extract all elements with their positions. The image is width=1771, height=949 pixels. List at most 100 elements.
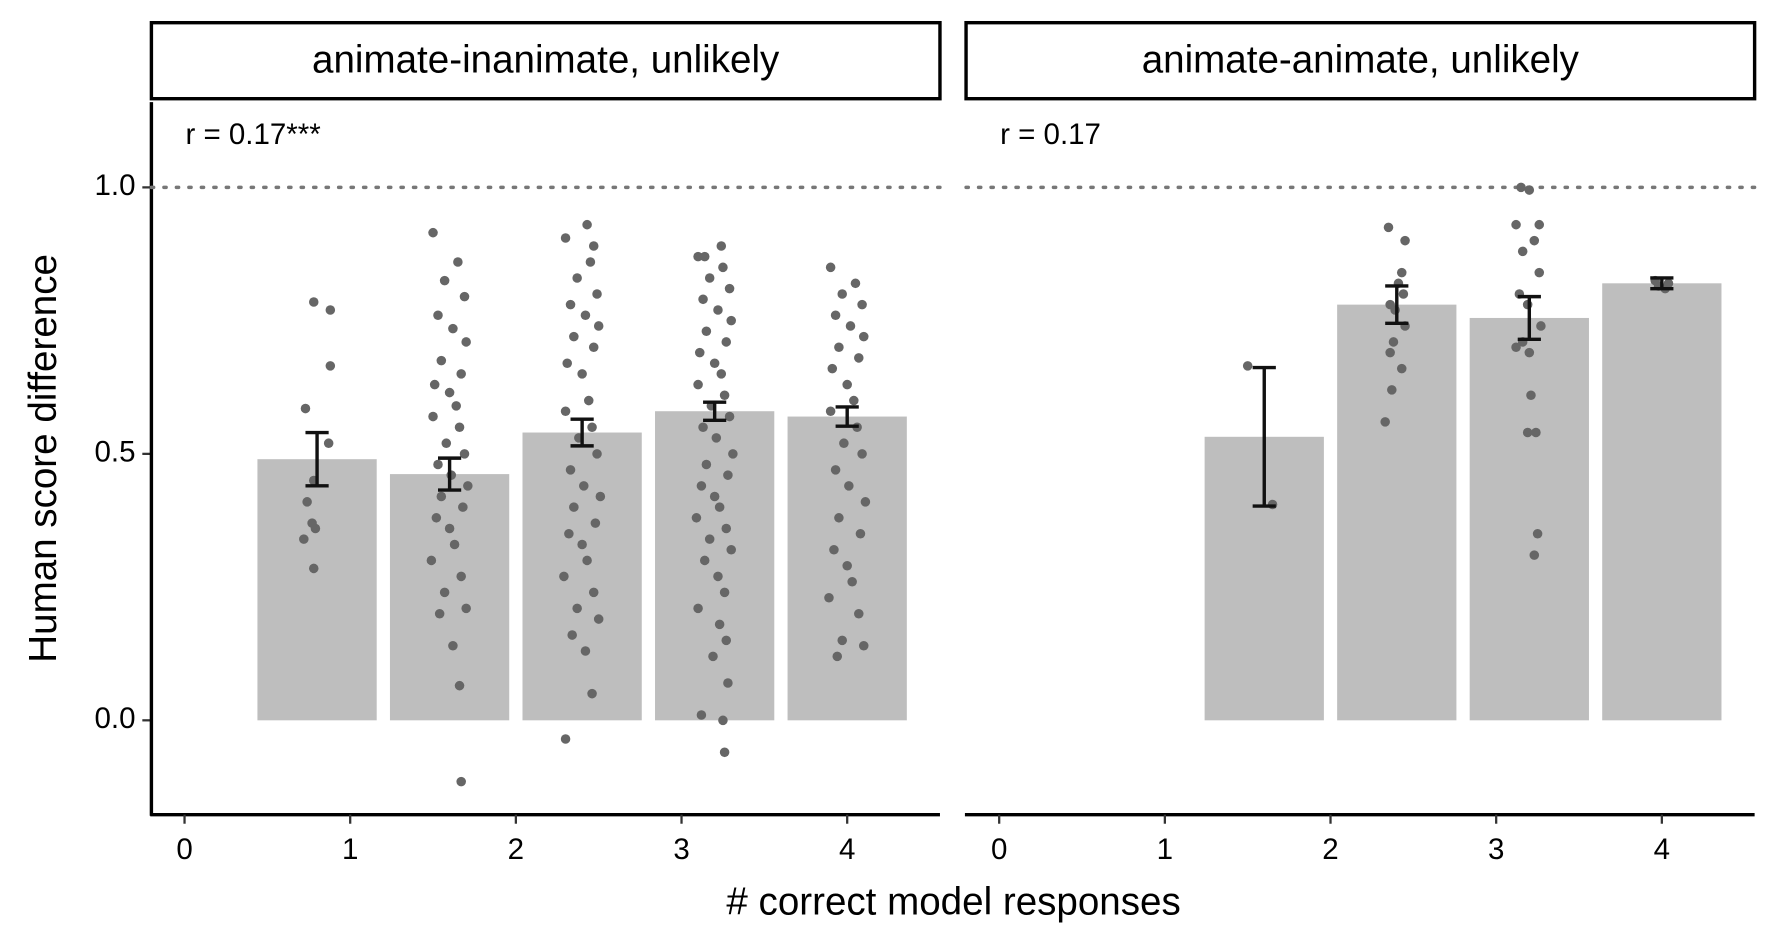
- data-point: [428, 411, 438, 422]
- data-point: [1529, 235, 1540, 246]
- data-point: [451, 401, 461, 411]
- data-point: [565, 465, 576, 475]
- data-point: [719, 587, 730, 598]
- data-point: [592, 289, 602, 299]
- data-point: [693, 251, 703, 262]
- error-bar: [305, 430, 329, 488]
- data-point: [448, 323, 458, 334]
- error-bar: [1517, 294, 1541, 341]
- data-point: [1398, 289, 1409, 299]
- data-point: [441, 438, 452, 448]
- data-point: [709, 358, 720, 369]
- data-point: [459, 449, 470, 459]
- data-point: [721, 523, 732, 534]
- data-point: [718, 262, 728, 273]
- data-point: [693, 379, 703, 390]
- y-tick-label: 0.0: [95, 702, 136, 735]
- data-point: [1511, 219, 1521, 230]
- data-point: [716, 241, 727, 251]
- data-point: [560, 406, 571, 416]
- data-point: [854, 608, 864, 619]
- data-point: [302, 497, 312, 507]
- data-point: [433, 310, 443, 321]
- x-axis-title: # correct model responses: [726, 880, 1180, 923]
- data-point: [323, 438, 334, 448]
- data-point: [696, 481, 707, 491]
- data-point: [595, 491, 606, 502]
- x-tick-label: 2: [1322, 833, 1338, 866]
- data-point: [572, 273, 582, 283]
- data-point: [593, 321, 604, 331]
- data-point: [588, 342, 599, 353]
- data-point: [693, 603, 703, 614]
- data-point: [1532, 529, 1543, 539]
- data-point: [583, 395, 594, 406]
- error-bar: [1650, 276, 1674, 291]
- data-point: [308, 563, 319, 574]
- data-point: [1536, 321, 1546, 331]
- data-point: [698, 422, 708, 432]
- x-tick-label: 2: [508, 833, 524, 866]
- data-point: [718, 715, 728, 726]
- error-bar: [703, 400, 727, 422]
- data-point: [463, 481, 473, 491]
- data-point: [577, 539, 587, 550]
- data-point: [1517, 246, 1528, 257]
- data-point: [713, 305, 723, 315]
- data-point: [439, 587, 450, 598]
- x-tick-label: 3: [1488, 833, 1504, 866]
- data-point: [559, 571, 569, 582]
- data-point: [453, 257, 463, 267]
- data-point: [844, 481, 854, 491]
- data-point: [577, 369, 587, 379]
- strip: [964, 20, 1757, 101]
- data-point: [832, 651, 843, 662]
- data-point: [834, 513, 844, 523]
- bar: [655, 411, 775, 721]
- data-point: [587, 688, 597, 699]
- data-point: [560, 734, 571, 744]
- data-point: [1526, 390, 1536, 400]
- data-point: [436, 355, 447, 366]
- data-point: [701, 459, 712, 470]
- error-bar: [1385, 284, 1409, 325]
- data-point: [580, 310, 591, 321]
- data-point: [1400, 235, 1410, 246]
- data-point: [300, 403, 311, 414]
- data-point: [857, 449, 867, 459]
- data-point: [1388, 337, 1399, 347]
- data-point: [850, 278, 861, 289]
- data-point: [726, 545, 736, 555]
- data-point: [726, 315, 736, 326]
- strip: [149, 20, 942, 101]
- y-tick-label: 0.5: [95, 436, 136, 469]
- data-point: [325, 361, 336, 371]
- bar: [522, 432, 642, 721]
- annotation: r = 0.17***: [185, 118, 321, 151]
- data-point: [1396, 267, 1407, 278]
- x-tick-label: 4: [1654, 833, 1670, 866]
- data-point: [1511, 342, 1521, 353]
- data-point: [456, 369, 466, 379]
- data-point: [1524, 347, 1535, 358]
- x-tick-label: 0: [991, 833, 1007, 866]
- data-point: [858, 640, 869, 651]
- data-point: [691, 513, 702, 523]
- data-point: [834, 342, 844, 353]
- data-point: [459, 291, 470, 302]
- data-point: [860, 497, 871, 507]
- data-point: [837, 635, 847, 646]
- data-point: [585, 257, 596, 267]
- data-point: [824, 592, 834, 603]
- data-point: [567, 630, 577, 640]
- data-point: [428, 227, 438, 238]
- annotation: r = 0.17: [1000, 118, 1101, 151]
- data-point: [1531, 427, 1541, 438]
- data-point: [434, 608, 445, 619]
- bar: [1337, 304, 1457, 721]
- error-bar: [438, 456, 462, 492]
- data-point: [829, 545, 839, 555]
- data-point: [1383, 222, 1394, 233]
- data-point: [839, 438, 849, 448]
